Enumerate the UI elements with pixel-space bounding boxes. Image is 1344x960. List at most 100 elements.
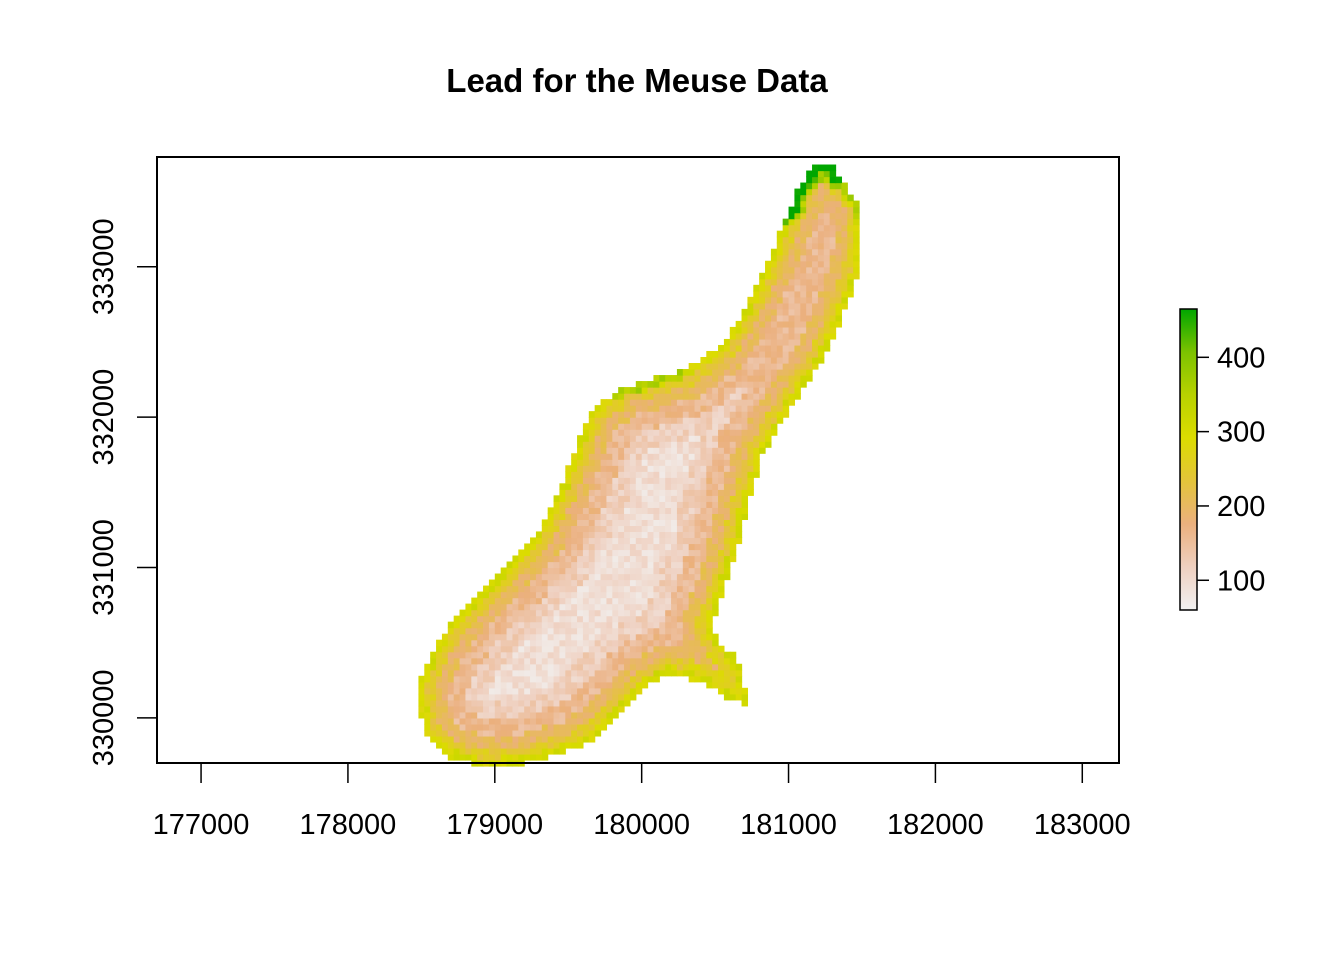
raster-cell xyxy=(559,735,566,743)
raster-cell xyxy=(471,615,478,623)
raster-cell xyxy=(436,663,443,671)
raster-cell xyxy=(483,723,490,731)
raster-cell xyxy=(606,501,613,508)
raster-cell xyxy=(800,254,807,262)
raster-cell xyxy=(500,753,508,761)
raster-cell xyxy=(653,549,660,557)
raster-cell xyxy=(530,753,537,761)
raster-cell xyxy=(688,621,696,629)
raster-cell xyxy=(424,681,431,689)
raster-cell xyxy=(535,717,543,725)
raster-cell xyxy=(647,651,655,659)
raster-cell xyxy=(512,591,519,599)
raster-cell xyxy=(606,597,613,605)
raster-cell xyxy=(436,699,443,707)
raster-cell xyxy=(518,555,525,563)
raster-cell xyxy=(765,314,772,322)
raster-cell xyxy=(559,495,566,502)
raster-cell xyxy=(577,471,584,478)
raster-cell xyxy=(582,507,590,514)
raster-cell xyxy=(606,657,613,665)
raster-cell xyxy=(671,495,678,502)
raster-cell xyxy=(676,483,684,490)
raster-cell xyxy=(788,314,796,322)
raster-cell xyxy=(682,513,690,520)
raster-cell xyxy=(571,525,578,533)
raster-cell xyxy=(665,555,672,563)
raster-cell xyxy=(436,723,443,731)
raster-cell xyxy=(765,441,772,448)
raster-cell xyxy=(588,633,596,641)
raster-cell xyxy=(729,423,737,430)
raster-cell xyxy=(800,369,807,376)
raster-cell xyxy=(718,465,725,472)
raster-cell xyxy=(806,344,813,352)
raster-cell xyxy=(782,381,790,388)
raster-cell xyxy=(817,194,825,202)
raster-cell xyxy=(729,429,737,436)
raster-cell xyxy=(629,639,637,647)
raster-cell xyxy=(512,675,519,683)
raster-cell xyxy=(518,579,525,587)
raster-cell xyxy=(500,681,508,689)
raster-cell xyxy=(765,423,772,430)
raster-cell xyxy=(424,723,431,731)
raster-cell xyxy=(524,561,531,569)
raster-cell xyxy=(647,447,655,454)
raster-cell xyxy=(512,657,519,665)
raster-cell xyxy=(518,639,525,647)
raster-cell xyxy=(565,645,572,653)
raster-cell xyxy=(488,747,496,755)
raster-cell xyxy=(688,609,696,617)
raster-cell xyxy=(671,651,678,659)
raster-cell xyxy=(676,561,684,569)
raster-cell xyxy=(747,363,754,370)
raster-cell xyxy=(612,399,619,406)
raster-cell xyxy=(535,543,543,551)
raster-cell xyxy=(700,657,707,665)
raster-cell xyxy=(594,579,602,587)
raster-cell xyxy=(694,561,702,569)
raster-cell xyxy=(600,471,608,478)
raster-cell xyxy=(488,597,496,605)
raster-cell xyxy=(524,645,531,653)
raster-cell xyxy=(812,278,819,286)
raster-cell xyxy=(635,621,643,629)
raster-cell xyxy=(459,651,467,659)
raster-cell xyxy=(612,645,619,653)
raster-cell xyxy=(588,525,596,533)
raster-cell xyxy=(706,657,713,665)
raster-cell xyxy=(759,272,766,280)
raster-cell xyxy=(694,621,702,629)
raster-cell xyxy=(582,675,590,683)
raster-cell xyxy=(500,747,508,755)
raster-cell xyxy=(723,441,731,448)
raster-cell xyxy=(530,645,537,653)
raster-cell xyxy=(565,501,572,508)
raster-cell xyxy=(770,369,778,376)
raster-cell xyxy=(571,567,578,575)
raster-cell xyxy=(659,651,666,659)
raster-cell xyxy=(506,573,514,581)
raster-cell xyxy=(688,669,696,677)
raster-cell xyxy=(488,711,496,719)
raster-cell xyxy=(700,393,707,400)
raster-cell xyxy=(723,363,731,370)
raster-cell xyxy=(853,206,860,214)
raster-cell xyxy=(723,375,731,382)
raster-cell xyxy=(494,591,502,599)
raster-cell xyxy=(559,621,566,629)
raster-cell xyxy=(747,477,754,484)
raster-cell xyxy=(688,369,696,376)
raster-cell xyxy=(659,519,666,527)
raster-cell xyxy=(600,681,608,689)
raster-cell xyxy=(788,399,796,406)
raster-cell xyxy=(459,627,467,635)
raster-cell xyxy=(694,483,702,490)
raster-cell xyxy=(823,266,831,274)
raster-cell xyxy=(741,369,749,376)
raster-cell xyxy=(559,633,566,641)
raster-cell xyxy=(770,272,778,280)
